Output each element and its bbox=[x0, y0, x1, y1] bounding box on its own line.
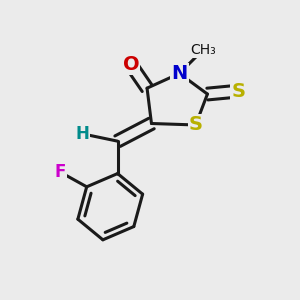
Text: CH₃: CH₃ bbox=[190, 43, 216, 57]
Text: S: S bbox=[189, 116, 202, 134]
Text: H: H bbox=[75, 125, 89, 143]
Text: O: O bbox=[122, 55, 139, 74]
Text: N: N bbox=[171, 64, 188, 83]
Text: S: S bbox=[231, 82, 245, 100]
Text: F: F bbox=[55, 163, 66, 181]
